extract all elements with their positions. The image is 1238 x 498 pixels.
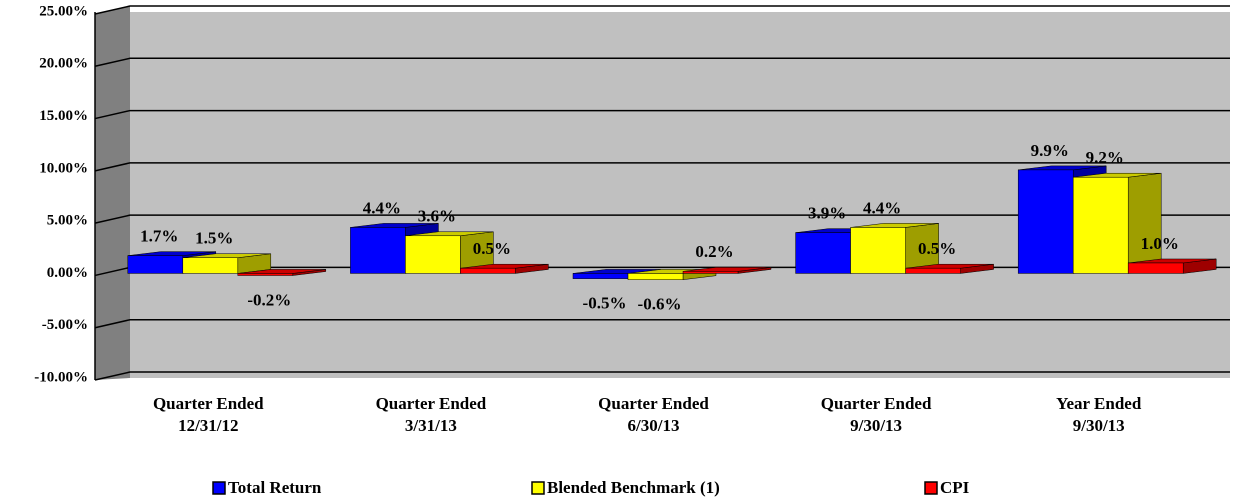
bar xyxy=(405,235,461,274)
y-tick-label: 15.00% xyxy=(39,108,88,124)
bar xyxy=(627,273,684,280)
grid-line xyxy=(94,318,1230,329)
value-label: 9.9% xyxy=(1031,141,1069,160)
y-tick-label: 0.00% xyxy=(47,265,88,281)
bar xyxy=(350,227,406,274)
bar xyxy=(905,267,961,274)
value-label: 0.2% xyxy=(695,242,733,261)
bar xyxy=(1127,262,1184,274)
bar xyxy=(182,257,239,274)
grid-line xyxy=(94,214,1230,224)
value-label: 0.5% xyxy=(918,239,956,258)
y-tick-label: 20.00% xyxy=(39,56,88,72)
x-tick-label: 9/30/13 xyxy=(850,416,902,435)
x-tick-label: 6/30/13 xyxy=(628,416,680,435)
x-tick-label: Quarter Ended xyxy=(821,394,932,413)
x-tick-label: 9/30/13 xyxy=(1073,416,1125,435)
x-tick-label: Quarter Ended xyxy=(153,394,264,413)
y-tick-label: 5.00% xyxy=(47,213,88,229)
grid-line xyxy=(94,371,1230,381)
grid-line xyxy=(94,109,1230,120)
value-label: 3.6% xyxy=(418,207,456,226)
value-label: -0.2% xyxy=(247,290,291,309)
value-label: -0.5% xyxy=(583,294,627,313)
legend-label: Total Return xyxy=(228,478,322,497)
x-tick-label: Quarter Ended xyxy=(598,394,709,413)
bar xyxy=(127,255,184,274)
legend-label: CPI xyxy=(940,478,970,497)
y-tick-label: -5.00% xyxy=(42,317,88,333)
value-label: 1.7% xyxy=(140,227,178,246)
value-label: 4.4% xyxy=(363,198,401,217)
bar xyxy=(1072,176,1129,274)
value-label: 4.4% xyxy=(863,198,901,217)
y-tick-label: -10.00% xyxy=(34,369,88,385)
grid-line xyxy=(94,5,1230,15)
x-tick-label: 3/31/13 xyxy=(405,416,457,435)
value-label: 9.2% xyxy=(1086,148,1124,167)
grid-line xyxy=(94,57,1230,68)
x-tick-label: 12/31/12 xyxy=(178,416,238,435)
legend-swatch xyxy=(924,481,938,495)
bar xyxy=(682,271,739,274)
bar-side xyxy=(1127,172,1162,274)
grid-line xyxy=(94,162,1230,172)
x-tick-label: Quarter Ended xyxy=(376,394,487,413)
bar xyxy=(795,232,851,274)
legend-label: Blended Benchmark (1) xyxy=(547,478,720,497)
value-label: 1.5% xyxy=(195,229,233,248)
bar xyxy=(1017,169,1074,274)
y-tick-label: 25.00% xyxy=(39,3,88,19)
value-label: 3.9% xyxy=(808,204,846,223)
bar xyxy=(850,227,906,274)
bar xyxy=(572,273,629,279)
x-tick-label: Year Ended xyxy=(1056,394,1142,413)
value-label: -0.6% xyxy=(638,295,682,314)
value-label: 0.5% xyxy=(473,239,511,258)
legend-swatch xyxy=(531,481,545,495)
legend-swatch xyxy=(212,481,226,495)
value-label: 1.0% xyxy=(1141,234,1179,253)
side-wall xyxy=(95,6,130,380)
bar xyxy=(460,267,516,274)
y-tick-label: 10.00% xyxy=(39,160,88,176)
bar xyxy=(237,273,294,276)
plot-area xyxy=(130,12,1230,378)
